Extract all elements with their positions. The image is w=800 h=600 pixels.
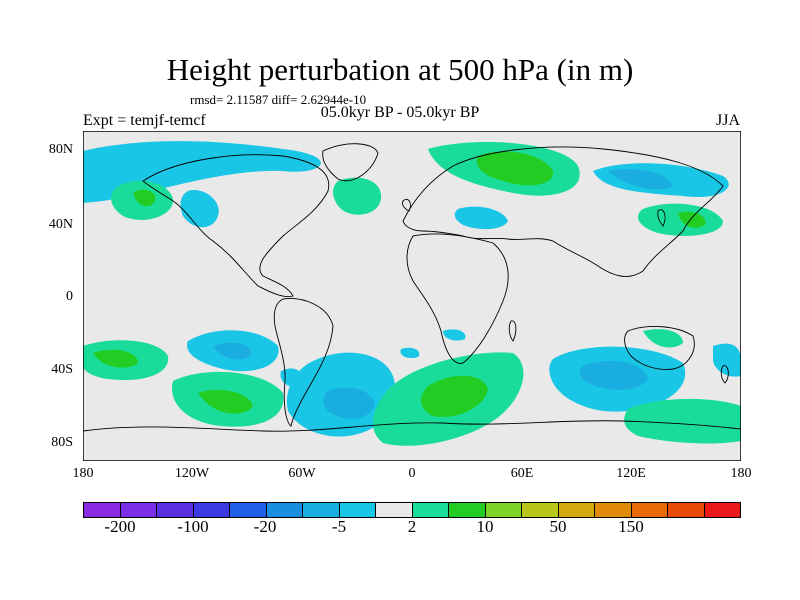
coastline-madagascar	[508, 320, 517, 342]
experiment-label: Expt = temjf-temcf	[83, 112, 206, 129]
contour-negative	[454, 206, 508, 230]
colorbar-label: 50	[549, 517, 567, 536]
lat-tick-label: 40N	[48, 217, 73, 232]
colorbar-box	[485, 503, 522, 517]
lon-tick-label: 180	[730, 466, 752, 481]
coastline-north-america	[142, 154, 330, 298]
colorbar-box	[412, 503, 449, 517]
contour-field	[83, 141, 741, 446]
contour-negative	[323, 387, 375, 419]
colorbar-box	[266, 503, 303, 517]
colorbar-label: -20	[253, 517, 277, 536]
colorbar-box	[376, 503, 413, 517]
contour-negative	[713, 343, 741, 377]
lat-tick-label: 0	[66, 289, 73, 304]
colorbar-label: -5	[331, 517, 347, 536]
colorbar-label: 150	[618, 517, 644, 536]
contour-negative	[579, 360, 648, 391]
lat-tick-label: 80N	[48, 142, 73, 157]
lat-tick-label: 40S	[51, 362, 73, 377]
colorbar-box	[558, 503, 595, 517]
season-label: JJA	[716, 112, 741, 129]
lat-tick-label: 80S	[51, 435, 73, 450]
coastline-greenland	[322, 143, 379, 182]
contour-positive	[643, 329, 683, 348]
lon-tick-label: 120W	[174, 466, 210, 481]
map-panel	[83, 131, 741, 461]
contour-negative	[213, 342, 252, 360]
colorbar-label: -100	[177, 517, 209, 536]
lon-tick-label: 0	[408, 466, 416, 481]
colorbar-box	[157, 503, 194, 517]
colorbar-box	[230, 503, 267, 517]
colorbar-box	[595, 503, 632, 517]
contour-positive	[476, 151, 554, 186]
contour-positive	[198, 389, 253, 414]
contour-positive	[333, 177, 382, 215]
colorbar-box	[193, 503, 230, 517]
colorbar-box	[303, 503, 340, 517]
colorbar-box	[449, 503, 486, 517]
colorbar-box	[668, 503, 705, 517]
colorbar-box	[84, 503, 121, 517]
coastline-antarctica	[83, 420, 741, 432]
stats-text: rmsd= 2.11587 diff= 2.62944e-10	[190, 92, 367, 107]
lon-tick-label: 180	[72, 466, 94, 481]
coastlines	[83, 143, 741, 432]
coastline-africa	[406, 233, 509, 364]
colorbar-box	[120, 503, 157, 517]
lon-tick-label: 60W	[288, 466, 316, 481]
colorbar-box	[522, 503, 559, 517]
colorbar-label: -200	[104, 517, 136, 536]
contour-positive	[93, 349, 138, 368]
contour-positive	[133, 189, 156, 207]
lon-tick-label: 120E	[616, 466, 646, 481]
colorbar-label: 10	[476, 517, 494, 536]
contour-positive	[638, 203, 723, 236]
lon-tick-label: 60E	[510, 466, 534, 481]
colorbar-box	[704, 503, 740, 517]
colorbar-box	[631, 503, 668, 517]
coastline-australia	[624, 326, 695, 370]
colorbar	[83, 502, 741, 518]
period-label: 05.0kyr BP - 05.0kyr BP	[320, 104, 480, 121]
contour-positive	[421, 375, 488, 417]
plot-title: Height perturbation at 500 hPa (in m)	[166, 52, 634, 87]
colorbar-label: 2	[407, 517, 417, 536]
coastline-japan	[657, 209, 666, 227]
colorbar-box	[339, 503, 376, 517]
contour-negative	[443, 329, 466, 341]
contour-positive	[678, 211, 706, 228]
coastline-new-zealand	[720, 365, 729, 384]
coastline-south-america	[273, 298, 334, 427]
contour-negative	[400, 347, 420, 359]
contour-positive	[624, 398, 741, 444]
contour-negative	[608, 169, 673, 190]
coastline-uk	[402, 198, 411, 212]
